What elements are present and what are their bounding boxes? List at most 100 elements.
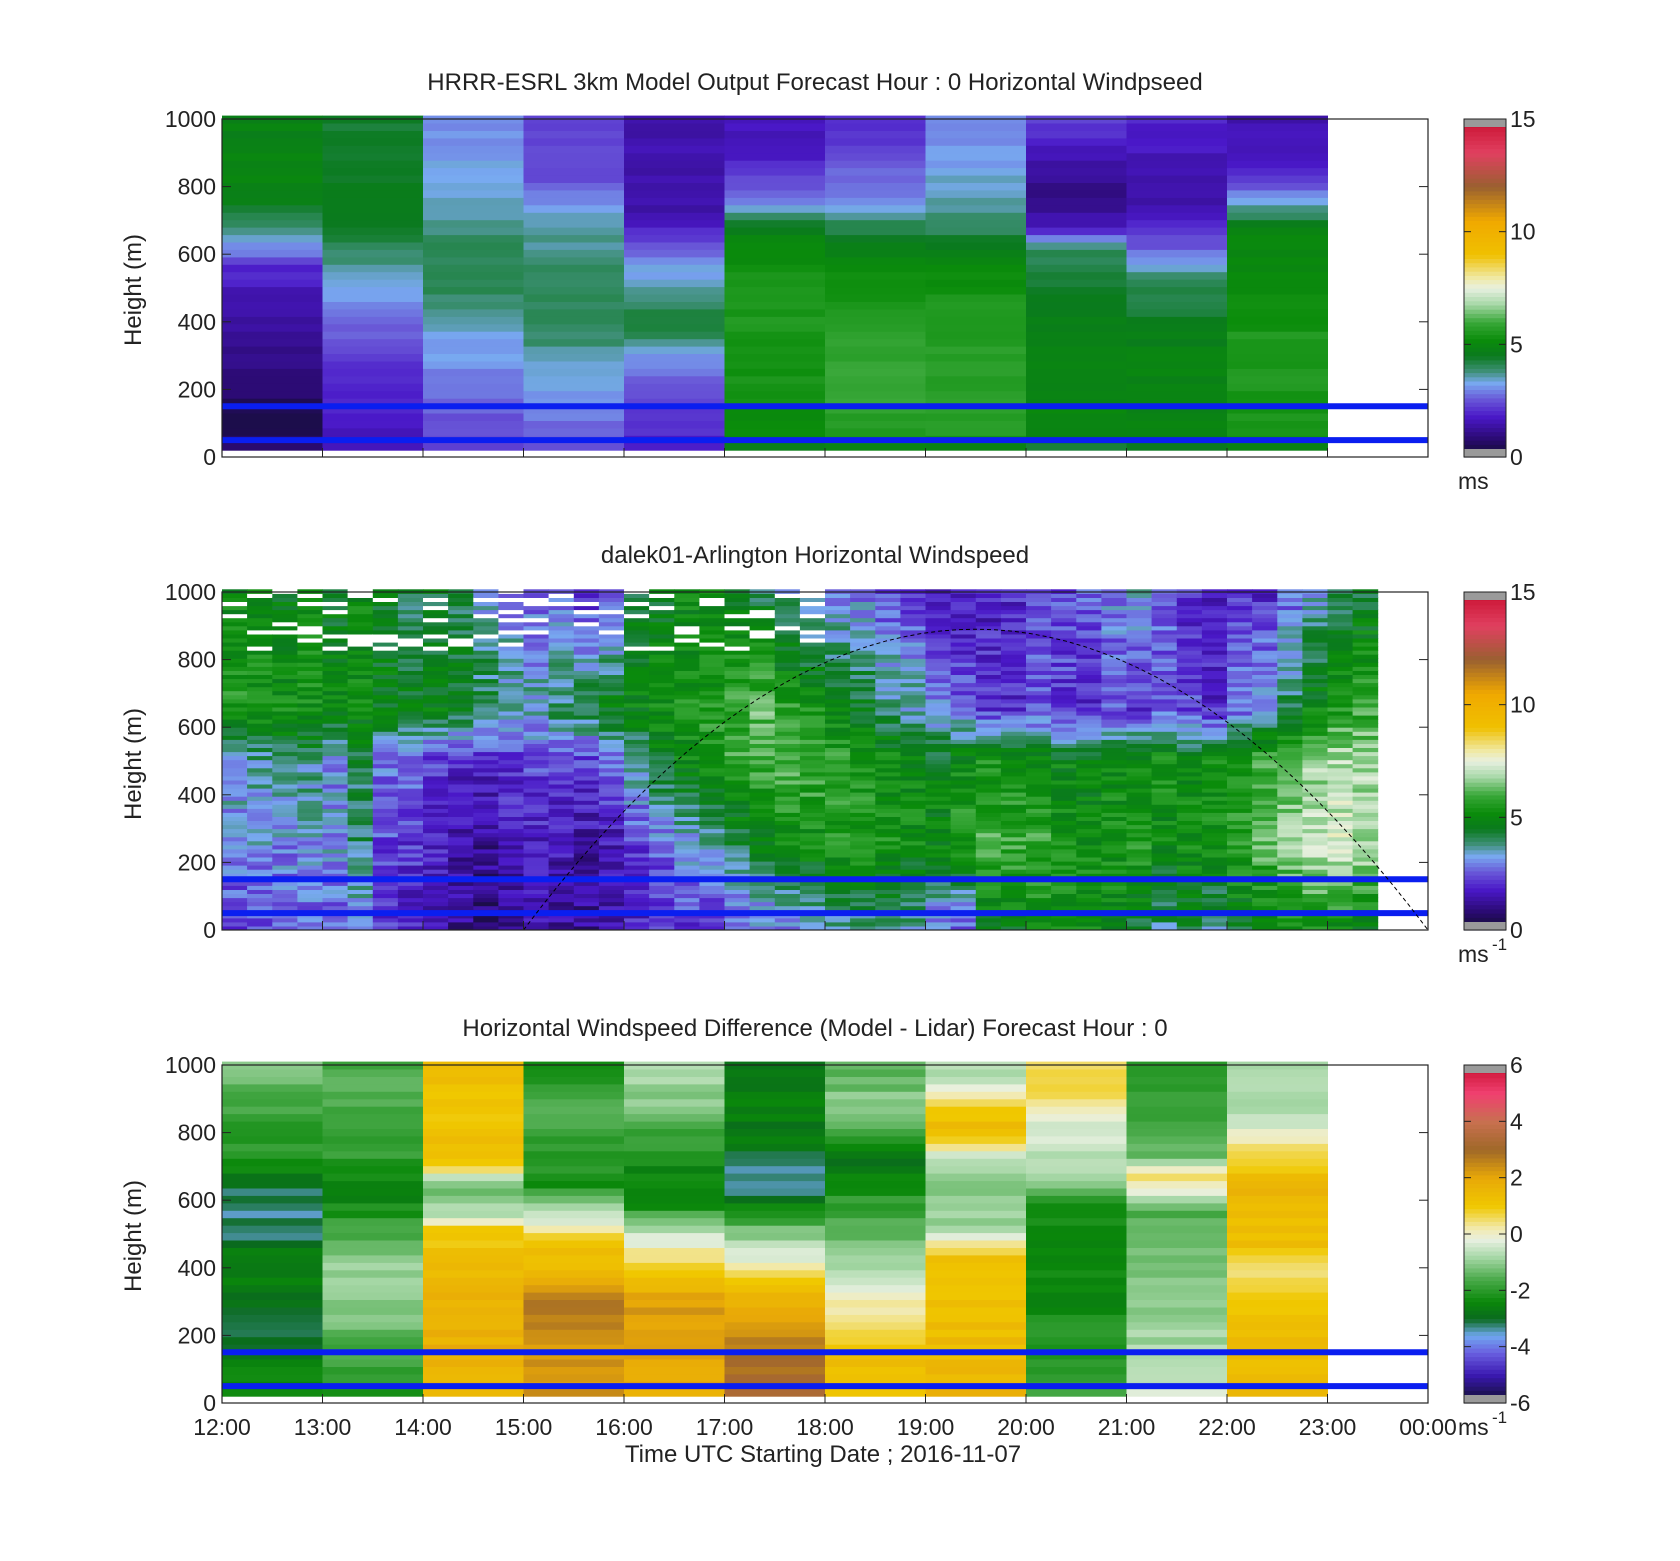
lidar-cell	[498, 735, 524, 740]
lidar-cell	[372, 767, 399, 773]
difference-cell	[222, 1083, 323, 1092]
lidar-cell	[1026, 731, 1052, 736]
difference-cell	[925, 1113, 1027, 1122]
lidar-cell	[397, 885, 424, 890]
lidar-cell	[372, 848, 399, 854]
model-cell	[724, 398, 826, 407]
difference-cell	[925, 1247, 1027, 1256]
lidar-cell	[372, 869, 399, 874]
lidar-cell	[925, 666, 952, 671]
model-cell	[523, 182, 625, 191]
model-cell	[1227, 227, 1328, 236]
lidar-cell	[247, 674, 273, 680]
model-cell	[1026, 197, 1127, 206]
lidar-cell	[699, 925, 725, 931]
model-cell	[1227, 130, 1328, 139]
model-colorbar-swatch	[1464, 317, 1506, 323]
lidar-cell	[347, 889, 374, 894]
lidar-cell	[272, 731, 298, 736]
lidar-cell	[1026, 658, 1052, 663]
model-cell	[724, 234, 826, 243]
difference-cell	[423, 1314, 524, 1323]
difference-cell	[523, 1158, 625, 1167]
lidar-cell	[1101, 731, 1127, 736]
lidar-cell	[1000, 706, 1027, 712]
lidar-cell	[247, 889, 273, 894]
lidar-cell	[724, 836, 751, 842]
lidar-cell	[1302, 925, 1328, 931]
lidar-cell	[649, 698, 675, 704]
lidar-cell	[975, 739, 1002, 744]
lidar-cell	[724, 812, 751, 817]
lidar-cell	[372, 682, 399, 688]
model-cell	[423, 346, 524, 354]
lidar-cell	[423, 621, 449, 627]
model-colorbar-swatch	[1464, 431, 1506, 437]
lidar-cell	[498, 865, 524, 870]
lidar-cell	[799, 694, 826, 700]
lidar-cell	[774, 698, 801, 704]
lidar-cell	[1126, 719, 1153, 724]
lidar-cell	[1026, 792, 1052, 797]
lidar-cell	[1051, 698, 1077, 704]
model-cell	[222, 123, 323, 131]
lidar-cell	[247, 743, 273, 748]
lidar-cell	[473, 771, 499, 777]
lidar-cell	[749, 869, 776, 874]
lidar-cell	[1026, 593, 1052, 598]
difference-cell	[222, 1076, 323, 1085]
lidar-cell	[1227, 609, 1253, 615]
model-cell	[1227, 249, 1328, 258]
lidar-cell	[1252, 840, 1278, 846]
model-colorbar-swatch	[1464, 279, 1506, 285]
difference-cell	[322, 1217, 424, 1226]
lidar-cell	[1000, 925, 1027, 931]
lidar-cell	[397, 828, 424, 834]
model-cell	[1126, 271, 1228, 280]
model-cell	[1026, 286, 1127, 295]
model-cell	[724, 160, 826, 169]
lidar-cell	[1051, 702, 1077, 708]
model-cell	[1126, 405, 1228, 414]
lidar-cell	[699, 759, 725, 765]
difference-cell	[222, 1240, 323, 1248]
lidar-cell	[1101, 650, 1127, 655]
lidar-cell	[850, 901, 876, 907]
lidar-cell	[825, 743, 851, 748]
lidar-cell	[649, 601, 675, 607]
lidar-cell	[372, 743, 399, 748]
lidar-cell	[925, 788, 952, 793]
lidar-cell	[900, 759, 926, 765]
lidar-cell	[1076, 832, 1102, 838]
model-cell	[1026, 219, 1127, 228]
lidar-cell	[925, 605, 952, 611]
lidar-cell	[598, 755, 625, 761]
model-cell	[322, 204, 424, 213]
lidar-cell	[900, 694, 926, 700]
lidar-cell	[975, 901, 1002, 907]
lidar-cell	[674, 865, 700, 870]
lidar-cell	[799, 779, 826, 785]
lidar-cell	[598, 828, 625, 834]
model-cell	[423, 256, 524, 265]
lidar-cell	[598, 897, 625, 903]
lidar-cell	[1151, 605, 1178, 611]
lidar-cell	[674, 921, 700, 927]
model-cell	[1227, 212, 1328, 221]
lidar-cell	[975, 609, 1002, 615]
lidar-cell	[297, 840, 323, 846]
lidar-colorbar-swatch	[1464, 701, 1506, 707]
model-cell	[925, 123, 1027, 131]
lidar-cell	[699, 917, 725, 923]
lidar-cell	[624, 605, 650, 611]
lidar-cell	[699, 662, 725, 667]
lidar-colorbar-swatch	[1464, 642, 1506, 648]
lidar-cell	[598, 682, 625, 688]
difference-cell	[624, 1076, 725, 1085]
lidar-cell	[649, 674, 675, 680]
difference-cell	[724, 1307, 826, 1315]
lidar-cell	[498, 694, 524, 700]
lidar-cell	[397, 674, 424, 680]
lidar-cell	[372, 820, 399, 826]
lidar-cell	[473, 686, 499, 692]
